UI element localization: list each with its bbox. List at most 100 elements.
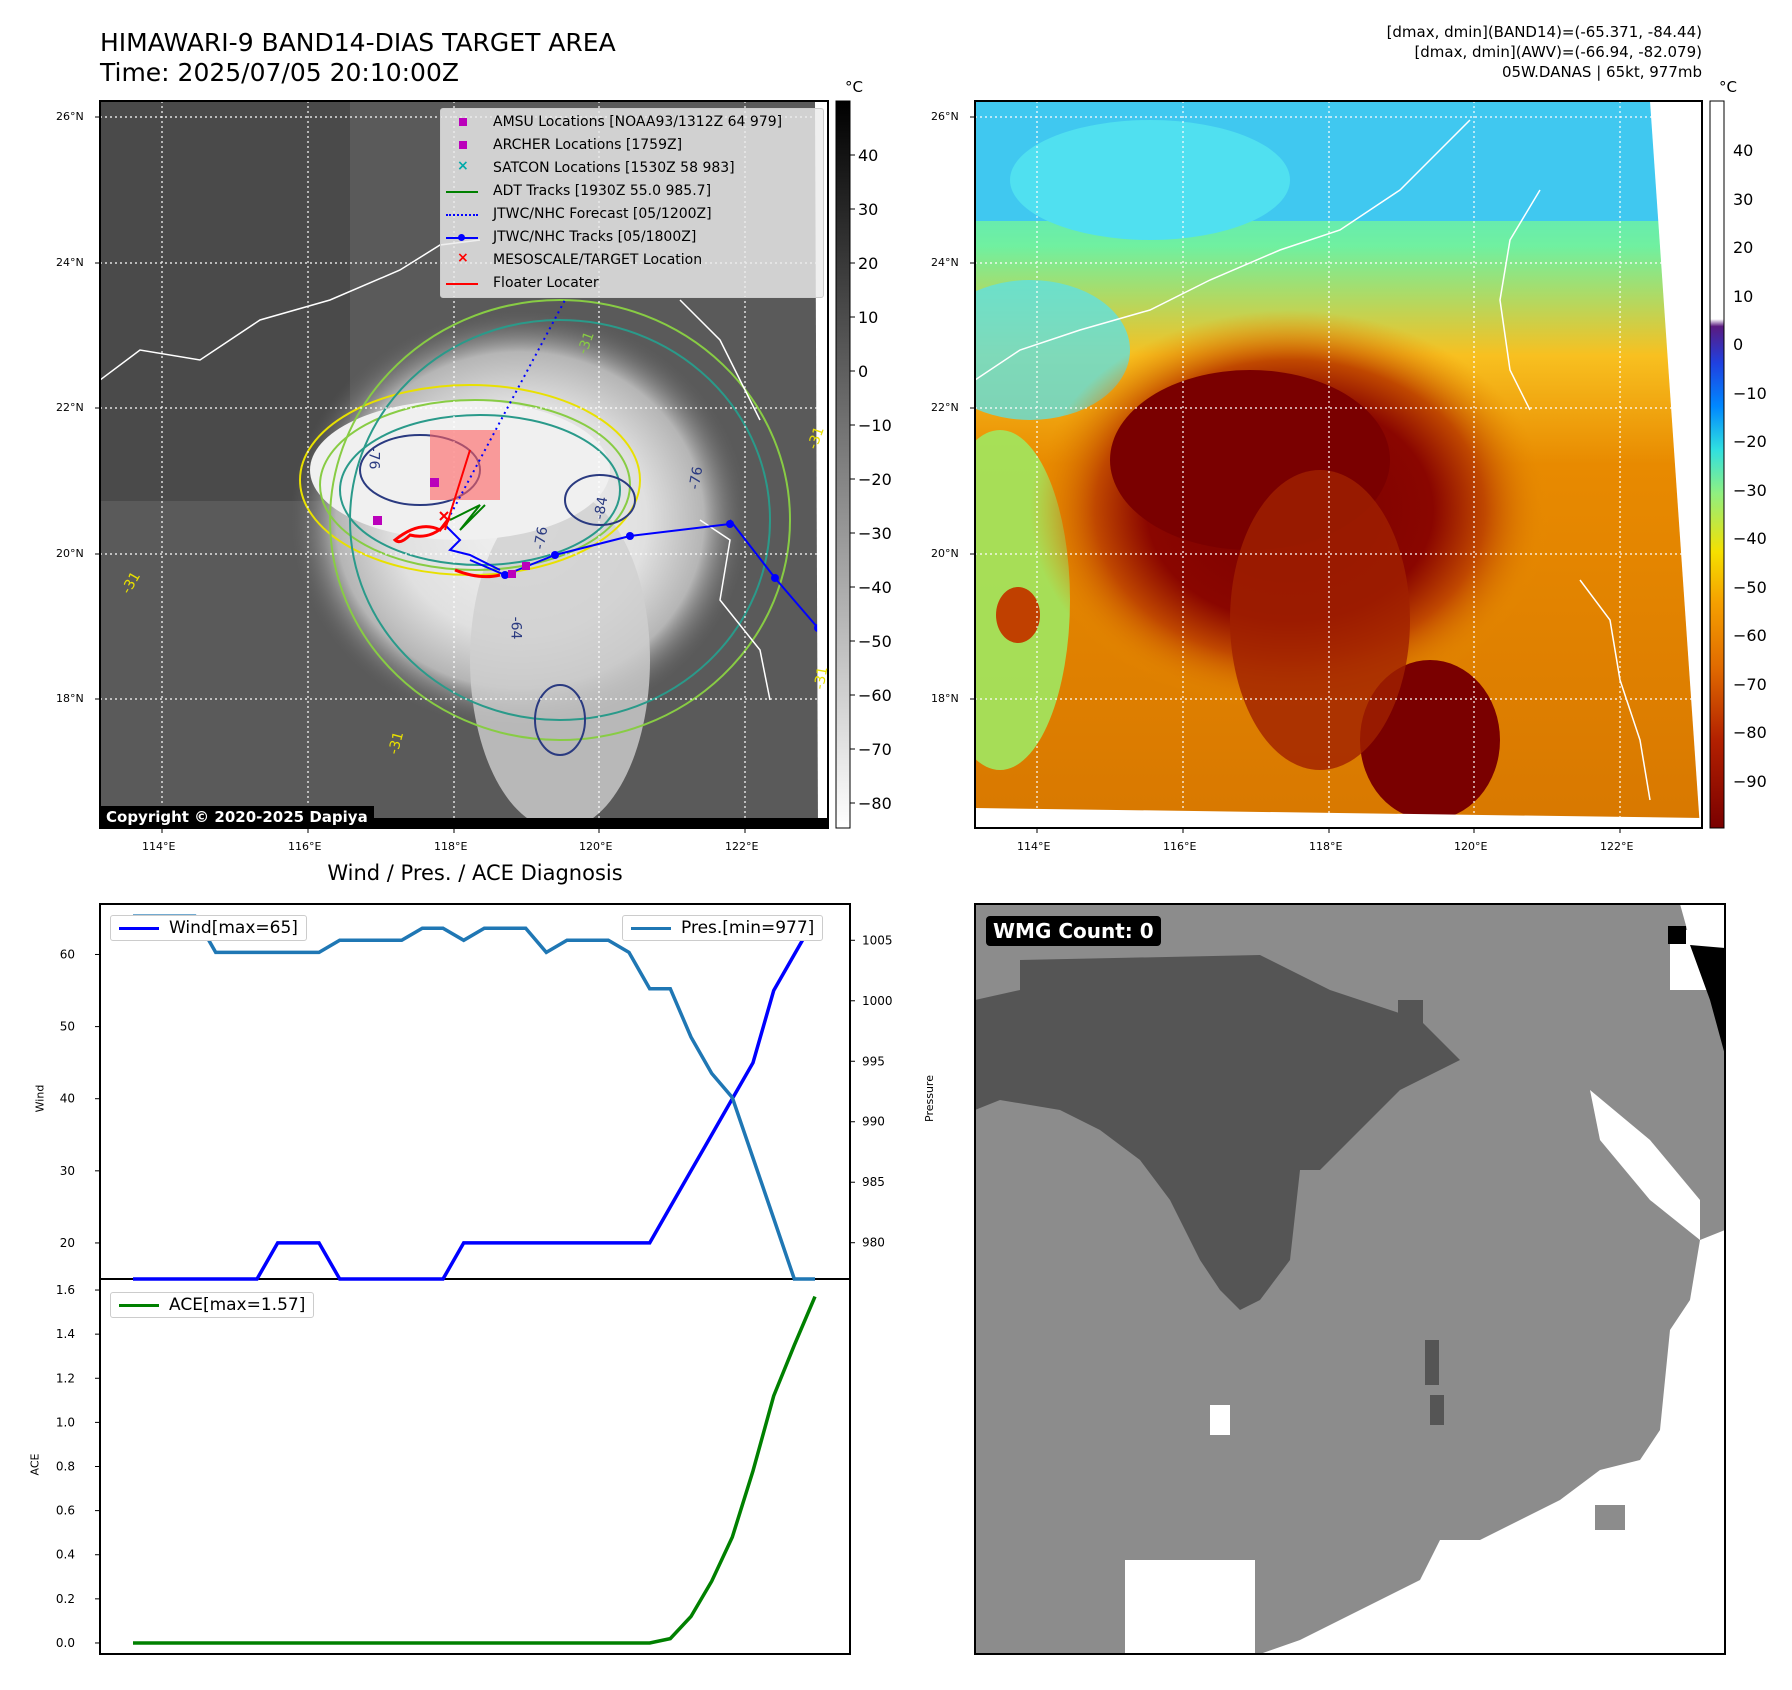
awv-colorbar-tick: −80 bbox=[1733, 723, 1767, 742]
pressure-tick-label: 1005 bbox=[862, 933, 893, 947]
awv-colorbar-tick: 40 bbox=[1733, 141, 1754, 160]
ir-lat-label: 18°N bbox=[56, 692, 84, 705]
ir-colorbar-tick: −60 bbox=[858, 686, 892, 705]
awv-lon-label: 122°E bbox=[1600, 840, 1634, 853]
ir-lon-label: 116°E bbox=[288, 840, 322, 853]
awv-colorbar-tick: −50 bbox=[1733, 578, 1767, 597]
legend-label: Floater Locater bbox=[493, 275, 599, 291]
dotted-line-icon bbox=[446, 214, 478, 216]
ace-tick-label: 1.2 bbox=[56, 1371, 75, 1385]
ir-colorbar-tick: −70 bbox=[858, 740, 892, 759]
ir-image bbox=[100, 101, 828, 828]
wind-tick-label: 50 bbox=[60, 1020, 75, 1034]
ace-tick-label: 0.2 bbox=[56, 1592, 75, 1606]
legend-label: JTWC/NHC Forecast [05/1200Z] bbox=[493, 206, 712, 222]
awv-lon-label: 118°E bbox=[1309, 840, 1343, 853]
ace-legend-label: ACE[max=1.57] bbox=[169, 1295, 306, 1315]
diagnosis-title: Wind / Pres. / ACE Diagnosis bbox=[327, 861, 623, 885]
awv-colorbar-tick: −60 bbox=[1733, 626, 1767, 645]
awv-info-line1: [dmax, dmin](BAND14)=(-65.371, -84.44) bbox=[1386, 23, 1702, 41]
copyright-label: Copyright © 2020-2025 Dapiya bbox=[100, 806, 374, 828]
ace-tick-label: 0.4 bbox=[56, 1548, 75, 1562]
ir-lat-label: 26°N bbox=[56, 110, 84, 123]
ace-tick-label: 1.0 bbox=[56, 1415, 75, 1429]
line-marker-icon bbox=[446, 283, 478, 285]
awv-colorbar-tick: 20 bbox=[1733, 238, 1754, 257]
ace-legend: ACE[max=1.57] bbox=[110, 1292, 315, 1318]
ir-legend: AMSU Locations [NOAA93/1312Z 64 979] ARC… bbox=[440, 108, 824, 298]
legend-label: ARCHER Locations [1759Z] bbox=[493, 137, 683, 153]
ir-colorbar-tick: 0 bbox=[858, 362, 869, 381]
awv-colorbar-tick: −90 bbox=[1733, 772, 1767, 791]
awv-lat-label: 18°N bbox=[931, 692, 959, 705]
pressure-tick-label: 985 bbox=[862, 1175, 885, 1189]
ir-colorbar-tick: −40 bbox=[858, 578, 892, 597]
dot-marker-icon bbox=[458, 234, 465, 241]
ir-lon-label: 122°E bbox=[725, 840, 759, 853]
awv-colorbar-tick: 30 bbox=[1733, 190, 1754, 209]
wind-series-line bbox=[133, 917, 817, 1281]
ir-colorbar-tick: −50 bbox=[858, 632, 892, 651]
square-marker-icon bbox=[459, 118, 467, 126]
pressure-tick-label: 980 bbox=[862, 1236, 885, 1250]
awv-colorbar-tick: −20 bbox=[1733, 432, 1767, 451]
wind-tick-label: 40 bbox=[60, 1092, 75, 1106]
legend-label: AMSU Locations [NOAA93/1312Z 64 979] bbox=[493, 114, 783, 130]
awv-image bbox=[975, 101, 1702, 828]
ir-colorbar-tick: 40 bbox=[858, 146, 879, 165]
wmg-count-badge: WMG Count: 0 bbox=[986, 916, 1161, 946]
ir-colorbar-tick: −80 bbox=[858, 794, 892, 813]
ace-tick-label: 1.6 bbox=[56, 1283, 75, 1297]
line-marker-icon bbox=[631, 926, 671, 930]
pressure-tick-label: 995 bbox=[862, 1054, 885, 1068]
pressure-legend: Pres.[min=977] bbox=[622, 915, 824, 941]
ir-lat-label: 20°N bbox=[56, 547, 84, 560]
ir-colorbar-tick: 10 bbox=[858, 308, 879, 327]
wind-tick-label: 60 bbox=[60, 947, 75, 961]
wind-legend-label: Wind[max=65] bbox=[169, 918, 298, 938]
awv-info-line2: [dmax, dmin](AWV)=(-66.94, -82.079) bbox=[1414, 43, 1702, 61]
wind-tick-label: 30 bbox=[60, 1164, 75, 1178]
line-marker-icon bbox=[119, 926, 159, 930]
legend-label: SATCON Locations [1530Z 58 983] bbox=[493, 160, 735, 176]
awv-lat-label: 26°N bbox=[931, 110, 959, 123]
x-marker-icon: × bbox=[457, 158, 469, 174]
awv-info-line3: 05W.DANAS | 65kt, 977mb bbox=[1501, 63, 1702, 81]
ir-lon-label: 118°E bbox=[434, 840, 468, 853]
ir-title-line1: HIMAWARI-9 BAND14-DIAS TARGET AREA bbox=[100, 28, 616, 57]
awv-lon-label: 114°E bbox=[1017, 840, 1051, 853]
ir-colorbar-tick: 30 bbox=[858, 200, 879, 219]
ir-colorbar-tick: −20 bbox=[858, 470, 892, 489]
square-marker-icon bbox=[459, 141, 467, 149]
awv-colorbar-tick: −10 bbox=[1733, 384, 1767, 403]
pressure-series-line bbox=[133, 914, 815, 1281]
wind-tick-label: 20 bbox=[60, 1236, 75, 1250]
pressure-tick-label: 990 bbox=[862, 1115, 885, 1129]
ir-colorbar-unit: °C bbox=[845, 78, 863, 96]
ir-lon-label: 120°E bbox=[579, 840, 613, 853]
ir-lat-label: 24°N bbox=[56, 256, 84, 269]
awv-colorbar-tick: −40 bbox=[1733, 529, 1767, 548]
awv-colorbar-tick: 0 bbox=[1733, 335, 1744, 354]
awv-lat-label: 24°N bbox=[931, 256, 959, 269]
awv-colorbar-tick: −30 bbox=[1733, 481, 1767, 500]
x-marker-icon: × bbox=[457, 250, 469, 266]
awv-lon-label: 116°E bbox=[1163, 840, 1197, 853]
ir-colorbar-tick: −30 bbox=[858, 524, 892, 543]
legend-label: MESOSCALE/TARGET Location bbox=[493, 252, 703, 268]
awv-colorbar-unit: °C bbox=[1719, 78, 1737, 96]
ace-tick-label: 0.6 bbox=[56, 1504, 75, 1518]
ace-tick-label: 1.4 bbox=[56, 1327, 75, 1341]
legend-label: ADT Tracks [1930Z 55.0 985.7] bbox=[493, 183, 712, 199]
awv-colorbar-tick: −70 bbox=[1733, 675, 1767, 694]
ir-lat-label: 22°N bbox=[56, 401, 84, 414]
awv-lat-label: 22°N bbox=[931, 401, 959, 414]
legend-label: JTWC/NHC Tracks [05/1800Z] bbox=[493, 229, 697, 245]
pressure-legend-label: Pres.[min=977] bbox=[681, 918, 815, 938]
ace-series-line bbox=[133, 1295, 817, 1645]
awv-colorbar-tick: 10 bbox=[1733, 287, 1754, 306]
awv-lat-label: 20°N bbox=[931, 547, 959, 560]
